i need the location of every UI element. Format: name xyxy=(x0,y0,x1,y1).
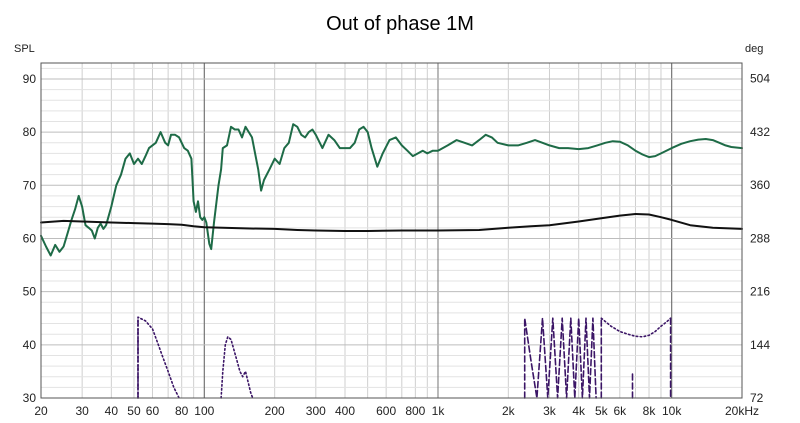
y-tick-label: 40 xyxy=(23,338,37,352)
x-tick-label: 10k xyxy=(662,404,682,418)
x-tick-label: 200 xyxy=(265,404,285,418)
x-tick-labels: 20 30 40 50 60 80 100 200 300 400 600 800 1k 2k 3k 4k 5k… xyxy=(34,404,759,418)
x-tick-label: 60 xyxy=(146,404,160,418)
x-tick-label: 600 xyxy=(376,404,396,418)
x-tick-label: 5k xyxy=(595,404,609,418)
grid-major xyxy=(41,63,742,398)
y-tick-label: 90 xyxy=(23,72,37,86)
x-tick-label: 8k xyxy=(643,404,657,418)
series-line-7 xyxy=(600,317,672,338)
y2-tick-label: 288 xyxy=(750,231,770,245)
series-line-0 xyxy=(40,123,743,257)
x-tick-label: 300 xyxy=(306,404,326,418)
y2-tick-label: 216 xyxy=(750,285,770,299)
y2-tick-label: 504 xyxy=(750,72,770,86)
y-axis-label: SPL xyxy=(14,43,35,55)
y-tick-label: 50 xyxy=(23,285,37,299)
y2-tick-labels: 72 144 216 288 360 432 504 xyxy=(750,72,770,405)
y-tick-labels: 30 40 50 60 70 80 90 xyxy=(23,72,37,405)
y-tick-label: 70 xyxy=(23,178,37,192)
x-tick-label: 20 xyxy=(34,404,48,418)
x-tick-label: 400 xyxy=(335,404,355,418)
x-tick-label: 20kHz xyxy=(725,404,759,418)
x-tick-label: 2k xyxy=(502,404,516,418)
x-tick-label: 1k xyxy=(432,404,446,418)
x-tick-label: 80 xyxy=(175,404,189,418)
y-tick-label: 30 xyxy=(23,391,37,405)
y2-axis-label: deg xyxy=(745,43,763,55)
series-line-2 xyxy=(137,316,180,399)
y2-tick-label: 72 xyxy=(750,391,764,405)
plot-frame xyxy=(40,62,743,399)
series-line-1 xyxy=(40,213,743,232)
series-line-3 xyxy=(220,336,254,399)
series-layer xyxy=(40,123,743,399)
x-tick-label: 6k xyxy=(613,404,627,418)
x-tick-label: 3k xyxy=(543,404,557,418)
y2-tick-label: 360 xyxy=(750,178,770,192)
series-line-5 xyxy=(523,317,597,399)
x-tick-label: 100 xyxy=(194,404,214,418)
x-tick-label: 50 xyxy=(127,404,141,418)
x-tick-label: 40 xyxy=(105,404,119,418)
y2-tick-label: 432 xyxy=(750,125,770,139)
y-tick-label: 60 xyxy=(23,231,37,245)
x-tick-label: 30 xyxy=(75,404,89,418)
y-tick-label: 80 xyxy=(23,125,37,139)
chart-title: Out of phase 1M xyxy=(326,13,474,35)
x-tick-label: 4k xyxy=(572,404,586,418)
x-tick-label: 800 xyxy=(405,404,425,418)
y2-tick-label: 144 xyxy=(750,338,770,352)
